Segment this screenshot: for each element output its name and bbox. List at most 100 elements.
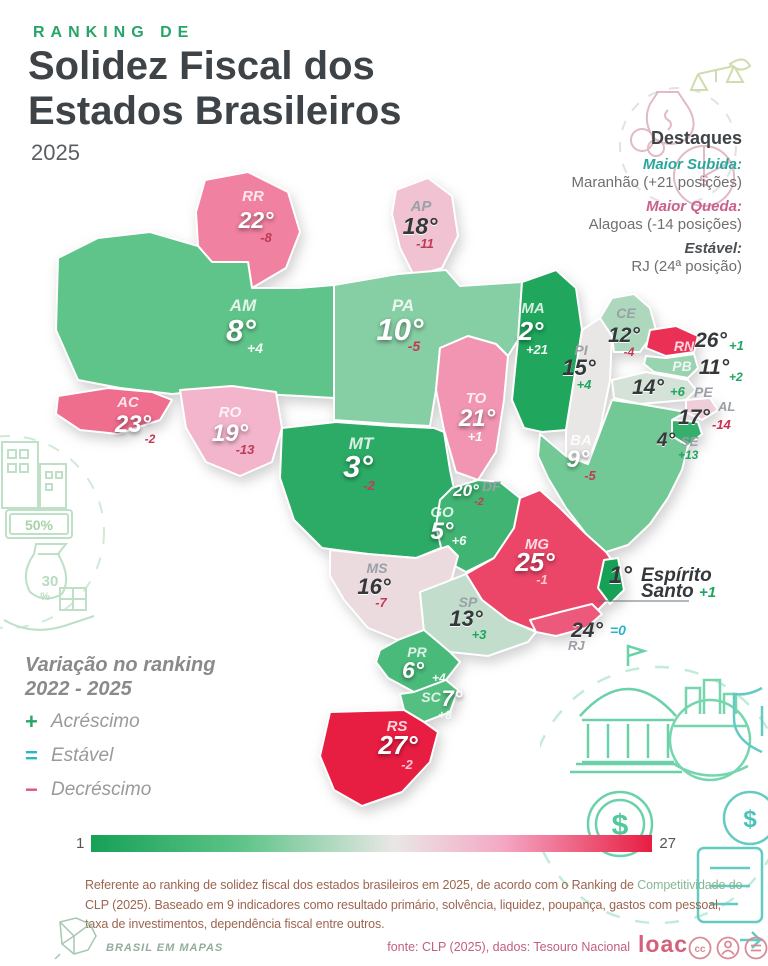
attribution-icon	[716, 936, 740, 960]
state-DF-chg-label: -2	[474, 496, 484, 508]
year-label: 2025	[31, 140, 80, 165]
state-ES	[597, 557, 625, 605]
loac-logo: loac	[638, 931, 689, 957]
legend-item-estavel: = Estável	[25, 743, 215, 769]
state-PB-chg-label: +2	[729, 370, 743, 384]
highlights-panel: Destaques Maior Subida: Maranhão (+21 po…	[482, 128, 742, 275]
state-PR-abbr-label: PR	[407, 644, 427, 660]
state-PI-rank-label: 15°	[562, 355, 595, 380]
state-AM-abbr-label: AM	[229, 296, 257, 315]
footnote-line-3: taxa de investimentos, dependência fisca…	[85, 917, 385, 931]
state-MS-abbr-label: MS	[367, 560, 389, 576]
state-TO	[435, 335, 509, 481]
state-PE	[611, 371, 697, 405]
state-RO	[179, 385, 283, 477]
state-SP-rank-label: 13°	[449, 606, 482, 631]
state-PR-rank-label: 6°	[402, 657, 425, 683]
state-CE-chg-label: -4	[624, 345, 635, 359]
state-CE-rank-label: 12°	[608, 324, 640, 347]
state-RO-abbr-label: RO	[219, 404, 242, 421]
state-GO-rank-label: 5°	[431, 518, 454, 545]
state-AM-chg-label: +4	[247, 340, 263, 356]
state-MS-rank-label: 16°	[357, 574, 390, 599]
footnote-highlight: Competitividade do	[637, 878, 743, 892]
state-RJ-chg-label: =0	[610, 622, 626, 638]
state-DF-rank-label: 20°	[452, 481, 479, 500]
color-scale-row: 1 27	[76, 835, 676, 852]
state-BA-rank-label: 9°	[567, 446, 590, 473]
source-label: fonte: CLP (2025), dados: Tesouro Nacion…	[387, 940, 630, 954]
footnote-line-1: Referente ao ranking de solidez fiscal d…	[85, 876, 743, 896]
state-PI-chg-label: +4	[577, 377, 593, 392]
state-PE-abbr-label: PE	[694, 384, 713, 400]
state-SC-chg-label: +8	[438, 708, 452, 722]
state-RR-abbr-label: RR	[242, 188, 264, 205]
state-MT-chg-label: -2	[363, 478, 375, 493]
title-line-1: Solidez Fiscal dos	[28, 44, 375, 88]
state-RS-abbr-label: RS	[387, 718, 408, 735]
creative-commons-icons: cc	[688, 936, 768, 960]
state-RJ-abbr-label: RJ	[568, 638, 585, 653]
equals-license-icon	[744, 936, 768, 960]
state-GO-abbr-label: GO	[430, 504, 454, 521]
state-MA-chg-label: +21	[526, 342, 548, 357]
state-PA-rank-label: 10°	[377, 312, 424, 347]
state-RJ	[529, 603, 603, 637]
estavel-label: Estável:	[684, 240, 742, 257]
state-SP-abbr-label: SP	[459, 594, 478, 610]
state-AP	[391, 177, 459, 277]
legend: Variação no ranking 2022 - 2025 + Acrésci…	[25, 653, 215, 803]
estavel-value: RJ (24ª posição)	[631, 258, 742, 275]
state-PB-abbr-label: PB	[672, 358, 691, 374]
state-BA-chg-label: -5	[584, 468, 596, 483]
cc-icon	[688, 936, 712, 960]
state-RS	[319, 709, 439, 807]
state-AM	[55, 231, 335, 399]
state-TO-rank-label: 21°	[458, 405, 496, 432]
state-PI-abbr-label: PI	[574, 342, 588, 358]
state-MG-chg-label: -1	[536, 572, 548, 587]
legend-label: Estável	[51, 745, 114, 766]
state-RN-abbr-label: RN	[674, 338, 695, 354]
state-AL	[685, 397, 719, 421]
states-layer	[55, 171, 719, 807]
state-PE-rank-label: 14°	[632, 376, 664, 399]
state-PR-chg-label: +4	[432, 671, 446, 685]
state-PB-rank-label: 11°	[699, 356, 730, 379]
kicker: RANKING DE	[33, 24, 195, 41]
state-PA-chg-label: -5	[408, 338, 421, 354]
scale-min-label: 1	[76, 835, 85, 852]
brasil-em-mapas-label: BRASIL EM MAPAS	[106, 942, 224, 954]
state-PE-chg-label: +6	[670, 384, 686, 399]
state-MG-rank-label: 25°	[514, 547, 555, 577]
state-MG-abbr-label: MG	[525, 536, 549, 553]
state-ES-rank-label: 1°	[609, 562, 632, 589]
state-AL-chg-label: -14	[712, 417, 732, 432]
page-title: Solidez Fiscal dos Estados Brasileiros	[28, 44, 402, 134]
cc-label: cc	[694, 944, 706, 955]
state-SC-abbr-label: SC	[421, 689, 441, 705]
legend-title-line-2: 2022 - 2025	[25, 678, 132, 700]
state-PR	[375, 629, 461, 693]
equals-icon: =	[25, 743, 38, 768]
state-BA-abbr-label: BA	[570, 432, 592, 449]
state-RO-rank-label: 19°	[212, 420, 249, 447]
legend-title: Variação no ranking 2022 - 2025	[25, 653, 215, 701]
state-CE-abbr-label: CE	[616, 305, 636, 321]
state-RR-chg-label: -8	[260, 230, 272, 245]
state-MT-abbr-label: MT	[349, 434, 375, 453]
state-AL-rank-label: 17°	[678, 406, 710, 429]
state-GO-chg-label: +6	[452, 533, 468, 548]
state-TO-chg-label: +1	[468, 429, 483, 444]
state-AL-abbr-label: AL	[717, 399, 735, 414]
state-SP-chg-label: +3	[472, 627, 488, 642]
state-PA-abbr-label: PA	[392, 296, 414, 315]
state-RO-chg-label: -13	[236, 442, 256, 457]
state-SE-chg-label: +13	[678, 448, 699, 462]
state-RR-rank-label: 22°	[238, 207, 275, 233]
state-ES-chg-label: +1	[699, 584, 716, 601]
state-MS-chg-label: -7	[375, 595, 387, 610]
state-RS-chg-label: -2	[401, 757, 413, 772]
